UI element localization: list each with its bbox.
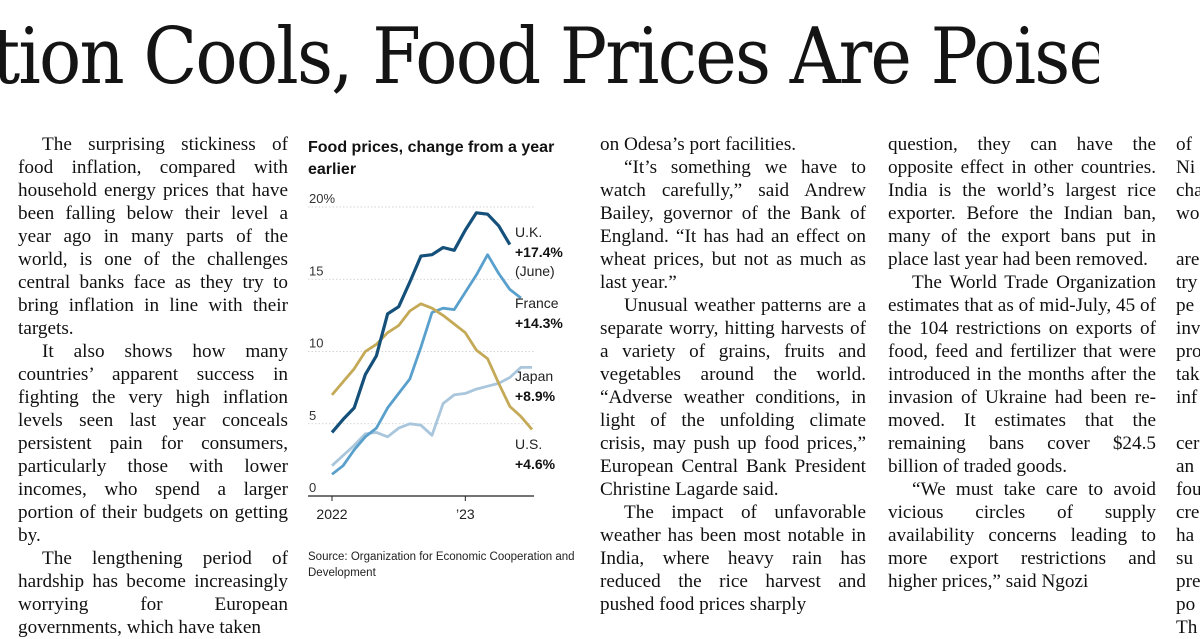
series-line-france bbox=[331, 253, 522, 476]
paragraph: It also shows how many countries’ appare… bbox=[18, 341, 288, 546]
chart-source: Source: Organization for Economic Cooper… bbox=[308, 551, 575, 579]
article-column-5: of Ni cha wo are try pe inv pro tak inf cer an fou c… bbox=[1176, 133, 1200, 639]
clipped-line: inf bbox=[1176, 387, 1198, 408]
series-value-japan: +8.9% bbox=[515, 388, 556, 404]
clipped-line: ha bbox=[1176, 525, 1195, 546]
paragraph: on Odesa’s port facilities. bbox=[600, 134, 797, 155]
y-tick-label: 20% bbox=[309, 191, 335, 206]
paragraph: The surprising stickiness of food inflat… bbox=[18, 134, 288, 339]
article-column-4: question, they can have the opposite eff… bbox=[888, 133, 1156, 593]
x-tick-label: 2022 bbox=[316, 506, 347, 522]
series-name-uk: U.K. bbox=[515, 224, 542, 240]
series-name-japan: Japan bbox=[515, 368, 553, 384]
clipped-line: Ni bbox=[1176, 157, 1196, 178]
y-axis-ticks: 20% 15 10 5 0 bbox=[309, 191, 335, 495]
series-value-france: +14.3% bbox=[515, 315, 563, 331]
series-name-france: France bbox=[515, 295, 559, 311]
clipped-line: wo bbox=[1176, 203, 1200, 224]
y-tick-label: 5 bbox=[309, 408, 316, 423]
series-value-us: +4.6% bbox=[515, 456, 556, 472]
y-tick-label: 0 bbox=[309, 480, 316, 495]
series-line-us bbox=[330, 302, 534, 431]
food-prices-chart: 20% 15 10 5 0 U.K. +17.4% (June) France +14.3% Ja… bbox=[308, 191, 563, 522]
article-column-1: The surprising stickiness of food inflat… bbox=[18, 133, 288, 639]
headline: tion Cools, Food Prices Are Poised to In bbox=[0, 12, 1099, 102]
clipped-line: tak bbox=[1176, 364, 1200, 385]
series-value-uk: +17.4% bbox=[515, 244, 563, 260]
y-tick-label: 15 bbox=[309, 263, 323, 278]
clipped-line: pe bbox=[1176, 295, 1195, 316]
clipped-line: pro bbox=[1176, 341, 1200, 362]
clipped-line: cer bbox=[1176, 433, 1200, 454]
clipped-line: inv bbox=[1176, 318, 1200, 339]
y-tick-label: 10 bbox=[309, 336, 323, 351]
x-axis-ticks: 2022 ’23 bbox=[316, 496, 475, 522]
chart-grid bbox=[308, 206, 534, 497]
clipped-line bbox=[1176, 409, 1200, 432]
series-name-us: U.S. bbox=[515, 436, 542, 452]
clipped-line: try bbox=[1176, 272, 1198, 293]
series-labels: U.K. +17.4% (June) France +14.3% Japan +8.9% U.… bbox=[515, 224, 563, 472]
clipped-line: cre bbox=[1176, 502, 1200, 523]
chart-title: Food prices, change from a year earlier bbox=[308, 139, 555, 178]
series-lines bbox=[330, 211, 534, 476]
clipped-line: are bbox=[1176, 249, 1200, 270]
paragraph: “We must take care to avoid vicious circ… bbox=[888, 479, 1156, 592]
paragraph: Unusual weather patterns are a separate … bbox=[600, 295, 866, 500]
paragraph: question, they can have the opposite eff… bbox=[888, 134, 1156, 270]
clipped-line: fou bbox=[1176, 479, 1200, 500]
clipped-line: an bbox=[1176, 456, 1195, 477]
paragraph: The World Trade Organiza­tion estimates … bbox=[888, 272, 1156, 477]
series-note-uk: (June) bbox=[515, 263, 555, 279]
paragraph: The impact of unfavorable weather has be… bbox=[600, 502, 866, 615]
paragraph: The lengthening period of hardship has b… bbox=[18, 548, 288, 638]
clipped-line: pre bbox=[1176, 571, 1200, 592]
clipped-line: of bbox=[1176, 134, 1192, 155]
article-column-3: on Odesa’s port facilities. “It’s someth… bbox=[600, 133, 866, 616]
paragraph: “It’s something we have to watch careful… bbox=[600, 157, 866, 293]
clipped-line bbox=[1176, 225, 1200, 248]
series-line-uk bbox=[330, 211, 512, 434]
x-tick-label: ’23 bbox=[456, 506, 475, 522]
clipped-line: cha bbox=[1176, 180, 1200, 201]
clipped-line: po bbox=[1176, 594, 1196, 615]
clipped-line: su bbox=[1176, 548, 1194, 569]
clipped-line: Th bbox=[1176, 617, 1198, 638]
